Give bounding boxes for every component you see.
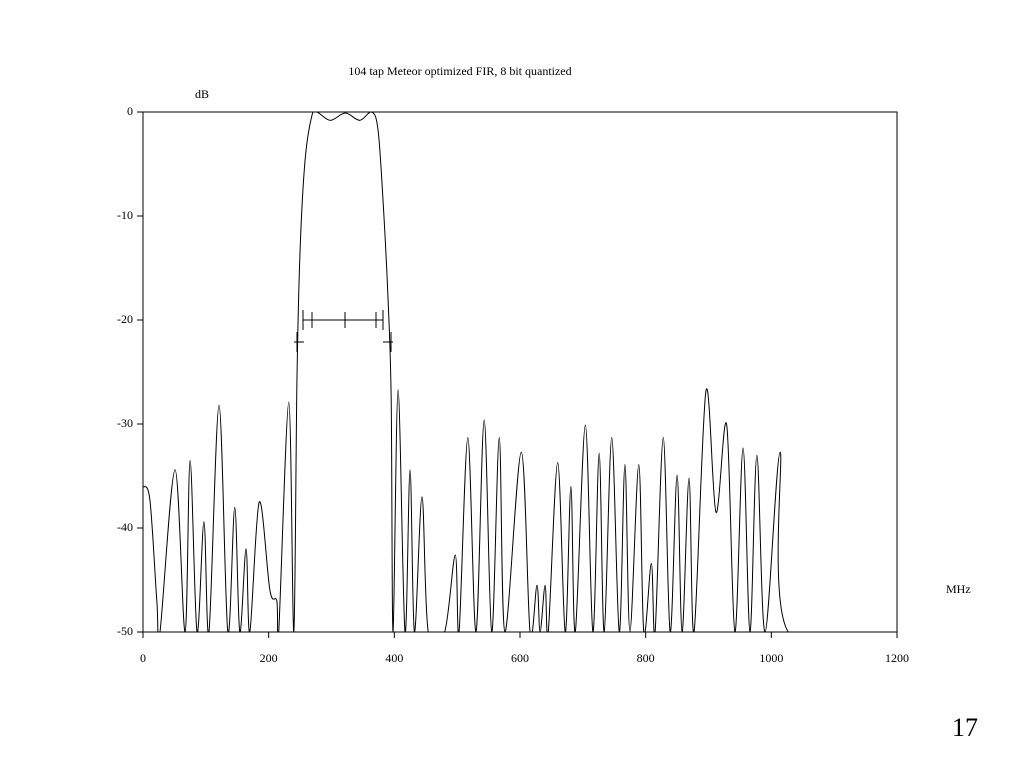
y-axis-label: dB [195, 87, 209, 101]
y-tick-label: -50 [117, 624, 133, 638]
x-tick-label: 200 [260, 651, 278, 665]
y-tick-label: 0 [127, 104, 133, 118]
x-tick-label: 800 [637, 651, 655, 665]
bandwidth-bracket [294, 310, 393, 352]
x-tick-label: 400 [385, 651, 403, 665]
x-tick-label: 0 [140, 651, 146, 665]
y-tick-label: -10 [117, 208, 133, 222]
x-axis-label: MHz [946, 582, 971, 596]
chart-title: 104 tap Meteor optimized FIR, 8 bit quan… [348, 64, 571, 78]
plot-frame [142, 111, 898, 633]
x-tick-label: 600 [511, 651, 529, 665]
page-number: 17 [952, 713, 978, 742]
y-tick-label: -20 [117, 312, 133, 326]
y-tick-label: -30 [117, 416, 133, 430]
y-tick-label: -40 [117, 520, 133, 534]
x-tick-label: 1200 [885, 651, 909, 665]
response-line [143, 112, 897, 632]
x-tick-label: 1000 [759, 651, 783, 665]
